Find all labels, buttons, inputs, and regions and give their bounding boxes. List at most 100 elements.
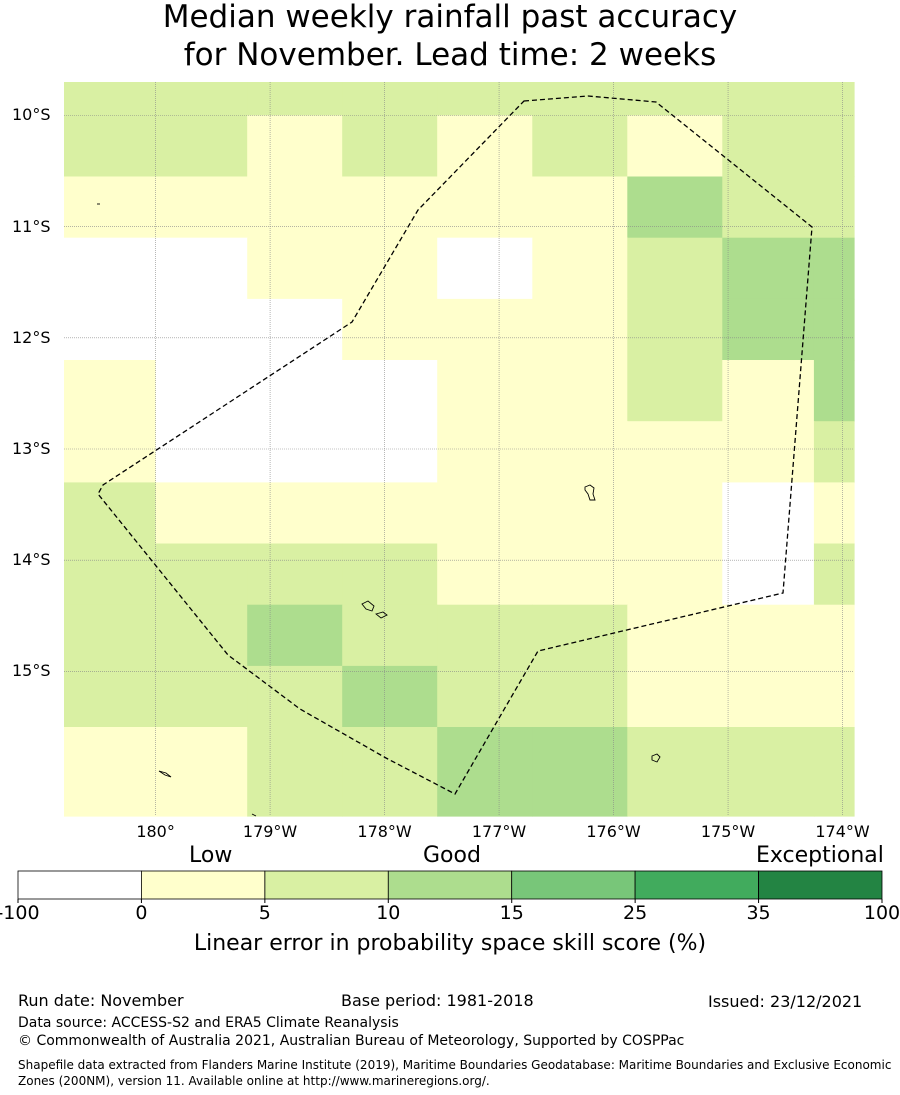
colorbar-swatch	[634, 870, 759, 900]
skill-cell	[247, 421, 343, 483]
island-coastline	[251, 813, 257, 817]
copyright: © Commonwealth of Australia 2021, Austra…	[18, 1033, 685, 1049]
skill-cell	[342, 482, 438, 545]
skill-cell	[813, 115, 855, 178]
skill-cell	[155, 176, 248, 239]
skill-cell	[532, 482, 628, 545]
skill-cell	[722, 115, 815, 178]
skill-cell	[342, 727, 438, 817]
skill-cell	[247, 604, 343, 667]
skill-cell	[155, 115, 248, 178]
skill-cell	[627, 665, 723, 728]
colorbar-tick-label: 5	[258, 902, 271, 924]
colorbar-tick-label: 15	[499, 902, 524, 924]
skill-cell	[64, 176, 157, 239]
skill-cell	[722, 604, 815, 667]
chart-title-line-1: Median weekly rainfall past accuracy	[162, 0, 738, 35]
skill-cell	[437, 665, 533, 728]
skill-cell	[437, 421, 533, 483]
skill-cell	[64, 360, 157, 422]
skill-cell	[342, 115, 438, 178]
eez-boundary	[97, 95, 813, 795]
longitude-label: 180°	[136, 822, 175, 841]
skill-cell	[813, 298, 855, 361]
latitude-label: 14°S	[12, 550, 51, 570]
base-period: Base period: 1981-2018	[341, 991, 534, 1010]
skill-cell	[722, 237, 815, 300]
skill-cell	[247, 727, 343, 817]
skill-cell	[64, 665, 157, 728]
skill-cell	[437, 115, 533, 178]
colorbar-swatch	[17, 870, 142, 900]
longitude-label: 175°W	[700, 822, 756, 841]
skill-cell	[722, 727, 815, 817]
skill-cell	[627, 176, 723, 239]
skill-cell	[64, 82, 157, 116]
skill-cell	[437, 82, 533, 116]
island-coastline	[651, 753, 661, 763]
skill-cell	[627, 298, 723, 361]
shapefile-credit-line-2: Zones (200NM), version 11. Available onl…	[18, 1074, 490, 1088]
skill-cell	[342, 604, 438, 667]
skill-cell	[532, 665, 628, 728]
skill-cell	[532, 727, 628, 817]
skill-cell	[532, 421, 628, 483]
skill-cell	[437, 360, 533, 422]
island-coastlines	[97, 203, 661, 817]
longitude-label: 178°W	[357, 822, 412, 841]
skill-cell	[437, 298, 533, 361]
skill-grid-cells	[64, 82, 855, 817]
skill-cell	[342, 82, 438, 116]
skill-cell	[247, 543, 343, 606]
colorbar-swatch	[264, 870, 389, 900]
island-coastline	[158, 770, 172, 778]
latitude-label: 12°S	[12, 327, 51, 347]
skill-cell	[813, 82, 855, 116]
skill-cell	[64, 237, 157, 300]
colorbar-swatch	[387, 870, 513, 900]
colorbar-tick-label: 100	[863, 902, 900, 924]
colorbar	[17, 870, 883, 903]
longitude-label: 179°W	[242, 822, 298, 841]
colorbar-swatch	[511, 870, 636, 900]
skill-cell	[64, 115, 157, 178]
skill-cell	[532, 604, 628, 667]
skill-cell	[64, 298, 157, 361]
skill-cell	[722, 665, 815, 728]
latitude-label: 10°S	[12, 105, 51, 125]
skill-cell	[627, 482, 723, 545]
skill-cell	[64, 421, 157, 483]
skill-cell	[155, 665, 248, 728]
latitude-label: 11°S	[12, 216, 51, 236]
skill-cell	[64, 482, 157, 545]
island-coastline	[361, 600, 375, 612]
skill-cell	[627, 115, 723, 178]
colorbar-tick-label: 25	[623, 902, 648, 924]
skill-cell	[722, 543, 815, 606]
skill-cell	[437, 727, 533, 817]
skill-cell	[342, 543, 438, 606]
shapefile-credit-line-1: Shapefile data extracted from Flanders M…	[18, 1058, 892, 1072]
skill-cell	[342, 298, 438, 361]
skill-cell	[155, 237, 248, 300]
colorbar-tick-label: 10	[376, 902, 401, 924]
skill-cell	[247, 298, 343, 361]
island-coastline	[375, 611, 388, 619]
skill-cell	[342, 665, 438, 728]
island-coastline	[584, 484, 596, 501]
skill-cell	[64, 727, 157, 817]
skill-cell	[627, 543, 723, 606]
skill-cell	[627, 421, 723, 483]
skill-cell	[532, 360, 628, 422]
skill-cell	[813, 482, 855, 545]
skill-cell	[247, 237, 343, 300]
legend-low-label: Low	[189, 843, 233, 868]
skill-cell	[532, 176, 628, 239]
skill-cell	[64, 543, 157, 606]
skill-cell	[437, 543, 533, 606]
legend-good-label: Good	[423, 843, 481, 868]
skill-cell	[437, 237, 533, 300]
longitude-label: 174°W	[815, 822, 870, 841]
skill-cell	[342, 237, 438, 300]
